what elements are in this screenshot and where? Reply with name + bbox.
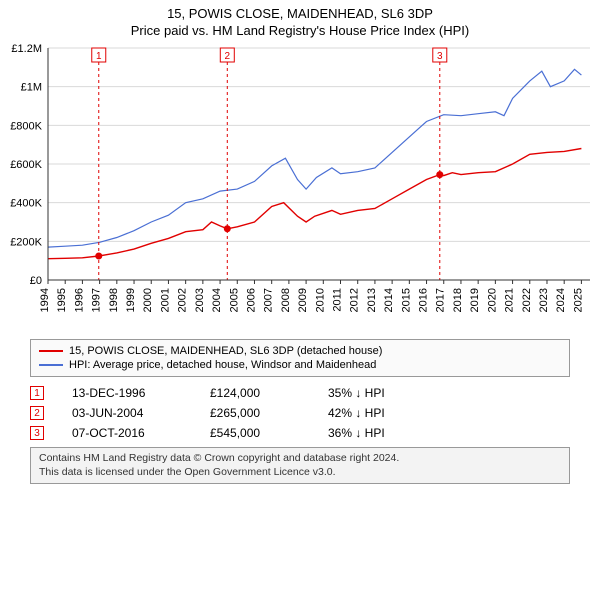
transaction-date: 03-JUN-2004 (72, 406, 182, 420)
svg-text:2006: 2006 (245, 288, 257, 312)
transaction-marker: 3 (30, 426, 44, 440)
svg-text:2016: 2016 (418, 288, 430, 312)
legend-label: HPI: Average price, detached house, Wind… (69, 359, 376, 371)
event-marker-label-2: 2 (225, 51, 231, 62)
svg-text:2008: 2008 (280, 288, 292, 312)
svg-text:2023: 2023 (538, 288, 550, 312)
legend: 15, POWIS CLOSE, MAIDENHEAD, SL6 3DP (de… (30, 339, 570, 377)
svg-text:£0: £0 (30, 275, 42, 287)
svg-text:2001: 2001 (159, 288, 171, 312)
transaction-price: £124,000 (210, 386, 300, 400)
svg-text:£800K: £800K (10, 120, 42, 132)
svg-text:1994: 1994 (39, 288, 51, 312)
title-block: 15, POWIS CLOSE, MAIDENHEAD, SL6 3DP Pri… (0, 0, 600, 40)
transaction-date: 13-DEC-1996 (72, 386, 182, 400)
event-dot-2 (224, 225, 231, 232)
svg-text:2022: 2022 (521, 288, 533, 312)
svg-text:2021: 2021 (504, 288, 516, 312)
transaction-row: 1 13-DEC-1996 £124,000 35% ↓ HPI (30, 383, 570, 403)
svg-text:1997: 1997 (91, 288, 103, 312)
svg-text:2020: 2020 (486, 288, 498, 312)
svg-text:2025: 2025 (572, 288, 584, 312)
svg-text:£200K: £200K (10, 236, 42, 248)
attribution-footer: Contains HM Land Registry data © Crown c… (30, 447, 570, 484)
transaction-marker: 2 (30, 406, 44, 420)
footer-line-2: This data is licensed under the Open Gov… (39, 466, 561, 480)
event-dot-3 (436, 171, 443, 178)
svg-text:£1M: £1M (21, 82, 42, 94)
chart-area: £0 £200K £400K £600K £800K £1M £1.2M 1 2 3 1994 199… (0, 40, 600, 335)
svg-text:2012: 2012 (349, 288, 361, 312)
transaction-date: 07-OCT-2016 (72, 426, 182, 440)
svg-text:2005: 2005 (228, 288, 240, 312)
transaction-diff: 42% ↓ HPI (328, 406, 448, 420)
svg-text:2018: 2018 (452, 288, 464, 312)
event-marker-label-1: 1 (96, 51, 102, 62)
svg-text:2010: 2010 (314, 288, 326, 312)
line-chart-svg: £0 £200K £400K £600K £800K £1M £1.2M 1 2 3 1994 199… (0, 40, 600, 330)
legend-swatch (39, 364, 63, 366)
svg-text:£600K: £600K (10, 159, 42, 171)
transaction-row: 2 03-JUN-2004 £265,000 42% ↓ HPI (30, 403, 570, 423)
footer-line-1: Contains HM Land Registry data © Crown c… (39, 452, 561, 466)
event-dot-1 (95, 253, 102, 260)
svg-text:2004: 2004 (211, 288, 223, 312)
chart-container: 15, POWIS CLOSE, MAIDENHEAD, SL6 3DP Pri… (0, 0, 600, 484)
svg-text:1998: 1998 (108, 288, 120, 312)
transaction-price: £265,000 (210, 406, 300, 420)
title-line-2: Price paid vs. HM Land Registry's House … (0, 23, 600, 38)
svg-text:2015: 2015 (400, 288, 412, 312)
transaction-diff: 36% ↓ HPI (328, 426, 448, 440)
legend-item: 15, POWIS CLOSE, MAIDENHEAD, SL6 3DP (de… (39, 344, 561, 358)
svg-text:2014: 2014 (383, 288, 395, 312)
svg-text:1996: 1996 (73, 288, 85, 312)
event-marker-label-3: 3 (437, 51, 443, 62)
svg-text:2009: 2009 (297, 288, 309, 312)
svg-text:2007: 2007 (263, 288, 275, 312)
svg-text:2003: 2003 (194, 288, 206, 312)
svg-text:£400K: £400K (10, 198, 42, 210)
svg-text:2011: 2011 (332, 288, 344, 312)
transactions-table: 1 13-DEC-1996 £124,000 35% ↓ HPI 2 03-JUN-200… (30, 383, 570, 443)
transaction-marker: 1 (30, 386, 44, 400)
legend-label: 15, POWIS CLOSE, MAIDENHEAD, SL6 3DP (de… (69, 345, 382, 357)
legend-item: HPI: Average price, detached house, Wind… (39, 358, 561, 372)
svg-text:2013: 2013 (366, 288, 378, 312)
svg-text:£1.2M: £1.2M (11, 43, 42, 55)
svg-text:1999: 1999 (125, 288, 137, 312)
transaction-price: £545,000 (210, 426, 300, 440)
svg-text:2019: 2019 (469, 288, 481, 312)
svg-text:2024: 2024 (555, 288, 567, 312)
transaction-row: 3 07-OCT-2016 £545,000 36% ↓ HPI (30, 423, 570, 443)
svg-text:2000: 2000 (142, 288, 154, 312)
svg-text:2002: 2002 (177, 288, 189, 312)
legend-swatch (39, 350, 63, 352)
svg-text:1995: 1995 (56, 288, 68, 312)
title-line-1: 15, POWIS CLOSE, MAIDENHEAD, SL6 3DP (0, 6, 600, 21)
svg-text:2017: 2017 (435, 288, 447, 312)
transaction-diff: 35% ↓ HPI (328, 386, 448, 400)
